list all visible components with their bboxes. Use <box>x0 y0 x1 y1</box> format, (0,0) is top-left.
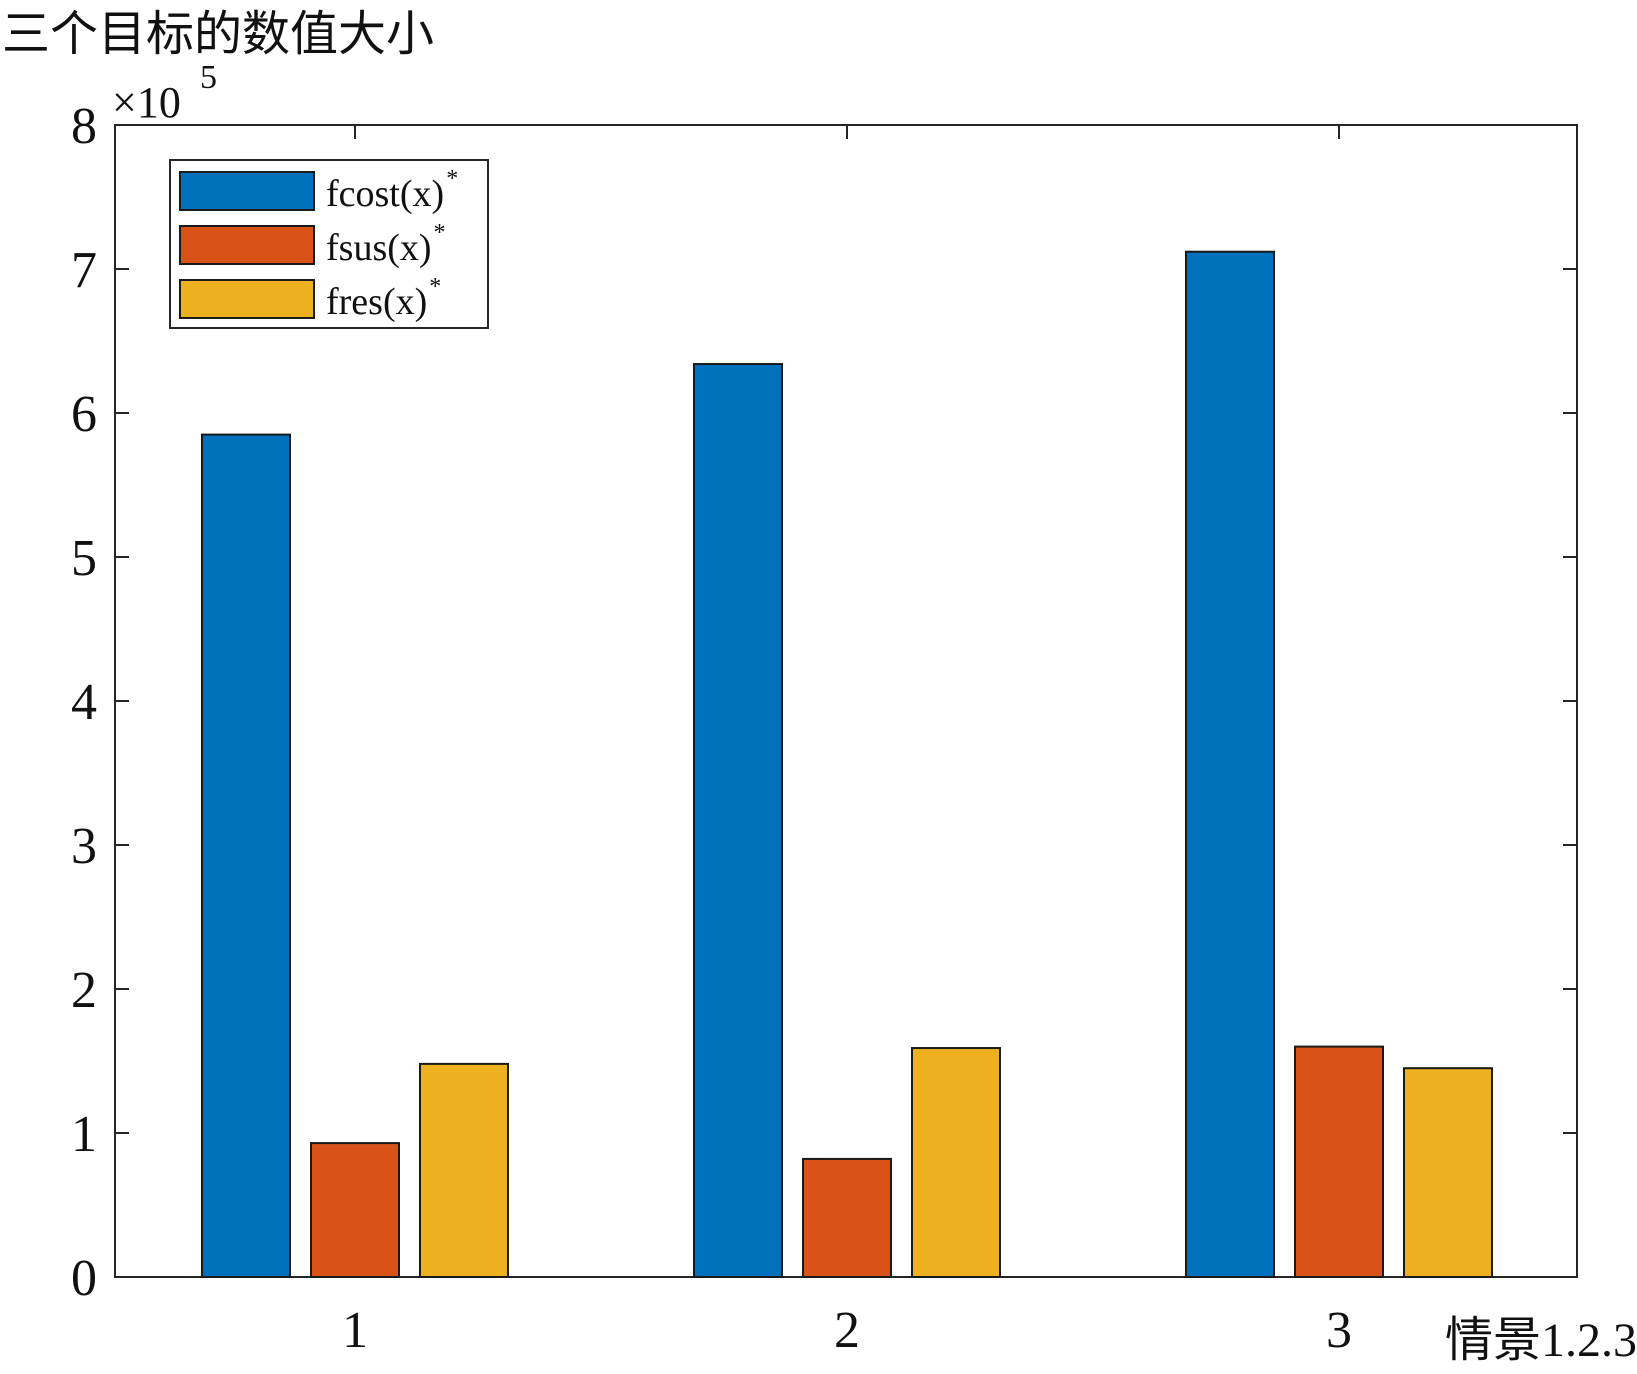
legend: fcost(x) *fsus(x) *fres(x) * <box>169 159 489 329</box>
y-tick-label: 5 <box>71 530 97 587</box>
y-tick-label: 6 <box>71 386 97 443</box>
legend-label-sup: * <box>434 220 446 246</box>
legend-label: fsus(x) <box>326 227 432 269</box>
bar-fsusx-2 <box>802 1157 892 1279</box>
y-tick-label: 4 <box>71 674 97 731</box>
bar-fsusx-3 <box>1294 1045 1384 1278</box>
x-axis-label: 情景1.2.3 <box>1445 1314 1637 1367</box>
legend-swatch <box>179 171 315 211</box>
legend-label: fres(x) <box>326 281 427 323</box>
bar-fcostx-2 <box>693 363 783 1279</box>
y-tick-label: 0 <box>71 1250 97 1307</box>
chart-title: 三个目标的数值大小 <box>2 8 434 61</box>
bar-fresx-2 <box>911 1047 1001 1279</box>
legend-swatch <box>179 279 315 319</box>
bar-fcostx-1 <box>201 433 291 1279</box>
legend-label-sup: * <box>429 274 441 300</box>
plot-area: 0 1 2 3 4 5 6 7 8 1 2 3 <box>71 98 1578 1359</box>
y-exponent-label: ×10 <box>112 78 181 127</box>
bar-fresx-1 <box>419 1062 509 1278</box>
y-tick-label: 1 <box>71 1106 97 1163</box>
y-tick-label: 8 <box>71 98 97 155</box>
bar-fresx-3 <box>1403 1067 1493 1278</box>
y-tick-label: 7 <box>71 242 97 299</box>
legend-label: fcost(x) <box>326 173 444 215</box>
bar-fsusx-1 <box>310 1142 400 1278</box>
legend-swatch <box>179 225 315 265</box>
bar-fcostx-3 <box>1185 250 1275 1279</box>
x-tick-label: 3 <box>1326 1302 1352 1359</box>
y-tick-label: 3 <box>71 818 97 875</box>
x-tick-label: 2 <box>834 1302 860 1359</box>
y-tick-label: 2 <box>71 962 97 1019</box>
legend-label-sup: * <box>446 166 458 192</box>
x-tick-label: 1 <box>342 1302 368 1359</box>
y-exponent-power: 5 <box>200 59 217 96</box>
